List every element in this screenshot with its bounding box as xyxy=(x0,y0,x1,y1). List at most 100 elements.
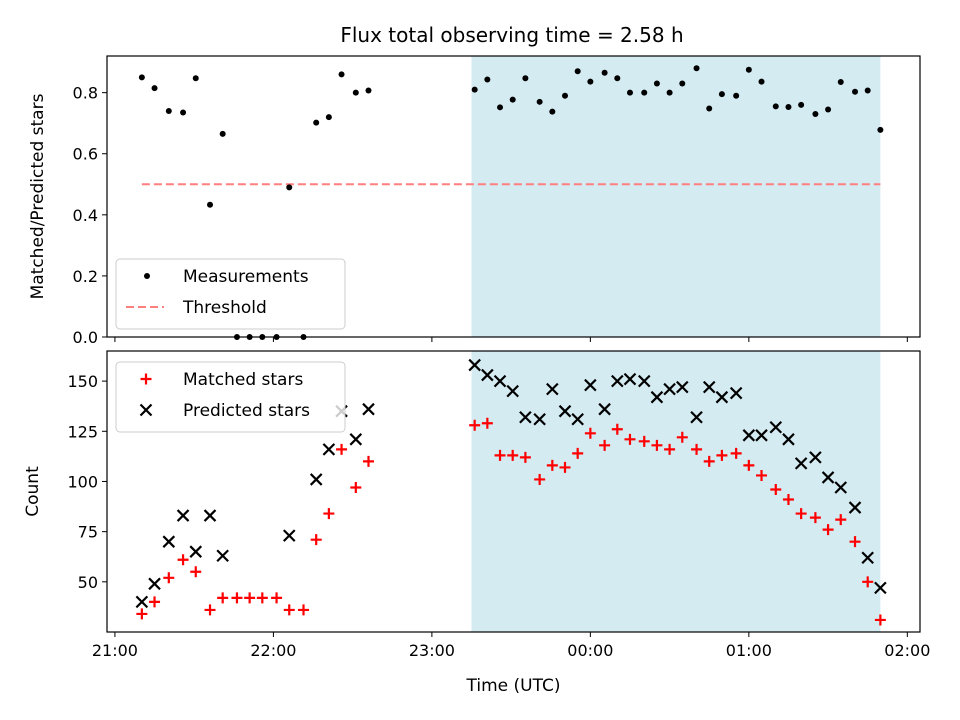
matched-star-point xyxy=(691,443,703,455)
y-tick-label: 0.4 xyxy=(73,206,98,225)
measurement-point xyxy=(601,69,608,76)
predicted-star-point xyxy=(571,412,584,426)
ratio-x-ticks xyxy=(114,337,908,342)
predicted-star-point xyxy=(135,595,149,609)
x-tick-label: 02:00 xyxy=(884,641,930,660)
measurement-point xyxy=(522,75,529,82)
measurement-points xyxy=(138,65,884,340)
legend-label: Measurements xyxy=(183,267,309,287)
matched-star-point xyxy=(664,443,676,455)
predicted-star-point xyxy=(148,577,161,591)
measurement-point xyxy=(365,87,372,94)
predicted-star-point xyxy=(468,358,481,372)
predicted-star-point xyxy=(794,457,808,470)
predicted-star-point xyxy=(809,451,822,464)
predicted-star-point xyxy=(506,384,519,398)
measurement-point xyxy=(825,106,832,113)
predicted-star-point xyxy=(623,372,637,386)
measurement-point xyxy=(718,91,725,98)
observing-window-shade-bottom xyxy=(471,351,881,632)
predicted-star-point xyxy=(782,433,795,446)
predicted-star-point xyxy=(769,420,783,434)
legend-box xyxy=(115,258,346,330)
ratio-legend: Measurements Threshold xyxy=(115,258,346,330)
y-tick-label: 150 xyxy=(67,372,98,391)
matched-star-point xyxy=(546,459,558,471)
matched-star-point xyxy=(494,449,506,461)
matched-star-point xyxy=(809,512,821,524)
matched-star-point xyxy=(835,514,847,526)
y-tick-label: 0.0 xyxy=(73,328,98,347)
predicted-star-point xyxy=(349,433,363,446)
measurement-point xyxy=(180,109,187,116)
x-tick-label: 21:00 xyxy=(92,641,138,660)
measurement-point xyxy=(509,96,516,103)
legend-label: Threshold xyxy=(182,298,267,318)
matched-star-point xyxy=(350,481,362,493)
predicted-star-point xyxy=(637,374,651,388)
matched-star-point xyxy=(782,494,794,506)
predicted-star-point xyxy=(742,429,756,442)
predicted-star-point xyxy=(558,404,572,418)
measurement-point xyxy=(641,89,648,96)
matched-star-point xyxy=(204,604,216,616)
shaded-region xyxy=(471,351,881,632)
count-legend: Matched stars Predicted stars xyxy=(115,361,346,433)
predicted-star-point xyxy=(546,382,559,396)
measurement-point xyxy=(666,89,673,96)
x-tick-label: 00:00 xyxy=(567,641,613,660)
ratio-panel-frame xyxy=(106,55,921,338)
measurement-point xyxy=(286,184,293,191)
predicted-star-point xyxy=(611,374,624,388)
matched-star-point xyxy=(149,596,161,608)
matched-star-point xyxy=(676,431,688,443)
series-measurements xyxy=(138,65,884,340)
matched-star-point xyxy=(256,592,268,604)
predicted-star-point xyxy=(519,410,532,424)
measurement-point xyxy=(653,80,660,87)
matched-star-point xyxy=(638,435,650,447)
measurement-point xyxy=(313,119,320,126)
predicted-star-point xyxy=(729,386,743,400)
y-tick-label: 75 xyxy=(78,523,98,542)
predicted-star-point xyxy=(821,471,835,484)
predicted-star-point xyxy=(690,410,703,424)
y-tick-label: 125 xyxy=(67,422,98,441)
count-y-ticks: 50 75 100 125 150 xyxy=(67,372,107,592)
measurement-point xyxy=(785,104,792,111)
ratio-y-axis-label: Matched/Predicted stars xyxy=(28,93,48,299)
matched-star-point xyxy=(756,469,768,481)
measurement-point xyxy=(864,87,871,94)
legend-plus xyxy=(140,373,152,385)
predicted-star-point xyxy=(176,509,190,522)
count-panel-frame xyxy=(106,350,921,633)
matched-star-point xyxy=(559,461,571,473)
measurement-point xyxy=(192,75,199,82)
predicted-star-point xyxy=(598,402,611,416)
matched-star-point xyxy=(822,524,834,536)
matched-star-point xyxy=(163,572,175,584)
matched-star-point xyxy=(244,592,256,604)
matched-star-point xyxy=(519,451,531,463)
predicted-star-point xyxy=(189,545,203,558)
matched-star-point xyxy=(534,473,546,485)
matched-star-point xyxy=(507,449,519,461)
matched-star-point xyxy=(743,459,755,471)
y-tick-label: 100 xyxy=(67,472,98,491)
measurement-point xyxy=(325,114,332,121)
ratio-y-ticks: 0.0 0.2 0.4 0.6 0.8 xyxy=(73,84,107,347)
matched-star-point xyxy=(599,439,611,451)
chart-title: Flux total observing time = 2.58 h xyxy=(340,23,683,47)
predicted-star-point xyxy=(493,374,507,388)
measurement-point xyxy=(772,103,779,110)
matched-star-point xyxy=(611,423,623,435)
x-tick-label: 23:00 xyxy=(409,641,455,660)
matched-star-point xyxy=(849,536,861,548)
count-points xyxy=(135,358,887,626)
measurement-point xyxy=(693,65,700,72)
measurement-point xyxy=(207,201,214,208)
measurement-point xyxy=(497,104,504,111)
matched-star-point xyxy=(177,554,189,566)
measurement-point xyxy=(484,76,491,83)
measurement-point xyxy=(138,74,145,81)
